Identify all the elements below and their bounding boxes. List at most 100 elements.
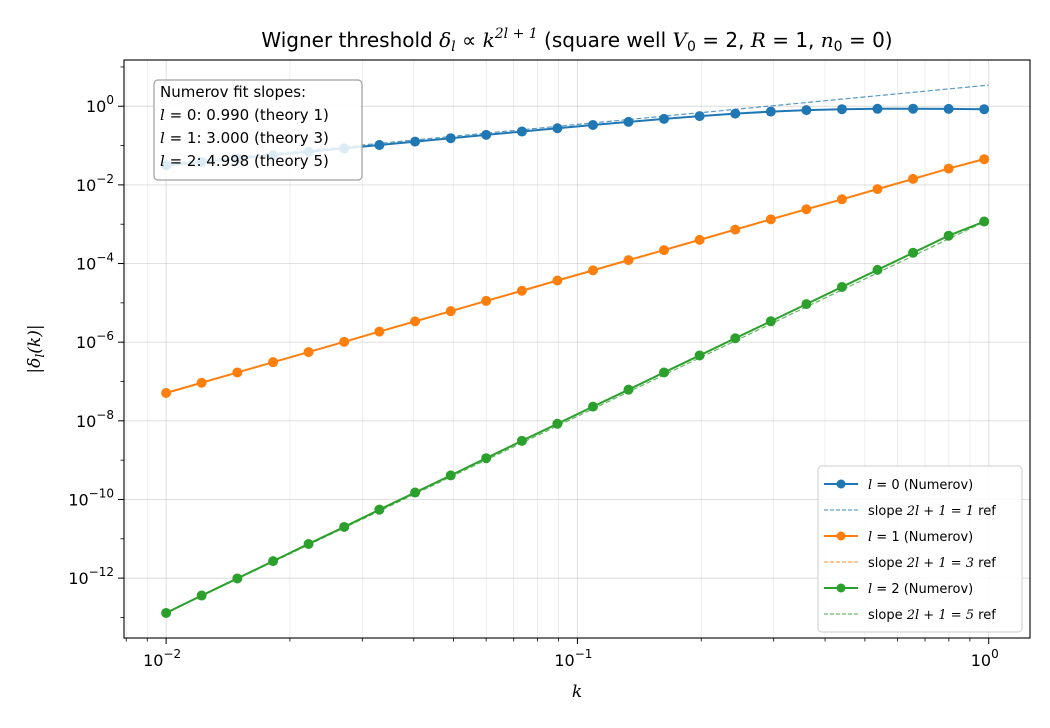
legend: l = 0 (Numerov) slope 2l + 1 = 1 ref l =… [817, 465, 1023, 633]
data-point [445, 306, 456, 317]
data-point [552, 275, 563, 286]
data-point [943, 230, 954, 241]
legend-entry-ref1: slope 2l + 1 = 1 ref [824, 504, 996, 519]
data-point [410, 136, 421, 147]
data-point [374, 504, 385, 515]
data-point [516, 285, 527, 296]
data-point [445, 470, 456, 481]
legend-marker-l2 [836, 583, 846, 593]
data-point [196, 377, 207, 388]
data-point [516, 126, 527, 137]
data-point [979, 154, 990, 165]
data-point [908, 247, 919, 258]
data-point [801, 105, 812, 116]
data-point [765, 214, 776, 225]
y-tick-label: 10−12 [68, 565, 114, 588]
x-tick-label: 10−2 [143, 647, 181, 670]
data-point [623, 384, 634, 395]
data-point [374, 326, 385, 337]
legend-entry-l1: l = 1 (Numerov) [824, 530, 973, 545]
legend-entry-ref3: slope 2l + 1 = 3 ref [824, 556, 996, 571]
data-point [232, 573, 243, 584]
annotation-line-l0: l = 0: 0.990 (theory 1) [160, 106, 329, 124]
data-point [374, 139, 385, 150]
legend-marker-l0 [836, 479, 846, 489]
legend-label-l2: l = 2 (Numerov) [868, 582, 973, 597]
y-tick-label: 10−4 [76, 251, 114, 274]
data-point [872, 184, 883, 195]
y-tick-label: 10−6 [76, 329, 114, 352]
data-point [872, 103, 883, 114]
data-point [765, 316, 776, 327]
legend-box [817, 465, 1023, 633]
legend-label-ref3: slope 2l + 1 = 3 ref [868, 556, 996, 571]
legend-marker-l1 [836, 531, 846, 541]
series-line-4 [165, 220, 985, 614]
data-point [587, 401, 598, 412]
data-point [623, 255, 634, 266]
data-point [908, 173, 919, 184]
data-point [943, 163, 954, 174]
data-point [232, 367, 243, 378]
data-point [694, 350, 705, 361]
legend-label-l0: l = 0 (Numerov) [868, 478, 973, 493]
data-point [161, 607, 172, 618]
data-point [801, 299, 812, 310]
annotation-title: Numerov fit slopes: [160, 83, 306, 101]
data-point [339, 336, 350, 347]
ticks: 10−2 10−1 100 100 10−2 10−4 10−6 10−8 10−10 10−12 [68, 66, 999, 670]
data-point [445, 133, 456, 144]
data-point [268, 556, 279, 567]
legend-label-ref5: slope 2l + 1 = 5 ref [868, 608, 996, 623]
legend-entry-l2: l = 2 (Numerov) [824, 582, 973, 597]
data-point [836, 104, 847, 115]
data-point [623, 116, 634, 127]
data-point [694, 111, 705, 122]
fit-slopes-annotation: Numerov fit slopes: l = 0: 0.990 (theory… [153, 79, 363, 181]
data-point [730, 333, 741, 344]
data-point [801, 204, 812, 215]
data-point [196, 590, 207, 601]
x-axis-label: k [572, 682, 582, 702]
legend-label-ref1: slope 2l + 1 = 1 ref [868, 504, 996, 519]
data-point [268, 357, 279, 368]
series-line-2 [165, 158, 985, 394]
data-point [659, 245, 670, 256]
data-point [339, 521, 350, 532]
data-point [481, 453, 492, 464]
data-point [587, 120, 598, 131]
data-point [552, 418, 563, 429]
data-point [943, 103, 954, 114]
legend-label-l1: l = 1 (Numerov) [868, 530, 973, 545]
annotation-line-l2: l = 2: 4.998 (theory 5) [160, 152, 329, 170]
data-point [979, 104, 990, 115]
data-point [587, 265, 598, 276]
y-axis-label: |δl(k)| [25, 324, 47, 373]
data-point [836, 281, 847, 292]
data-point [836, 194, 847, 205]
data-point [872, 264, 883, 275]
data-point [730, 108, 741, 119]
data-point [481, 295, 492, 306]
data-point [410, 487, 421, 498]
data-point [552, 123, 563, 134]
y-tick-label: 100 [86, 93, 114, 116]
chart-title: Wigner threshold δl ∝ k2l + 1 (square we… [261, 26, 892, 55]
annotation-line-l1: l = 1: 3.000 (theory 3) [160, 129, 329, 147]
data-point [303, 538, 314, 549]
data-point [410, 316, 421, 327]
data-point [481, 129, 492, 140]
data-point [908, 103, 919, 114]
data-point [659, 367, 670, 378]
annotation-box [153, 79, 363, 181]
x-tick-label: 10−1 [554, 647, 592, 670]
x-tick-label: 100 [971, 647, 999, 670]
legend-entry-ref5: slope 2l + 1 = 5 ref [824, 608, 996, 623]
data-point [730, 224, 741, 235]
data-point [979, 216, 990, 227]
data-point [303, 347, 314, 358]
data-point [765, 106, 776, 117]
y-tick-label: 10−2 [76, 172, 114, 195]
data-point [659, 113, 670, 124]
